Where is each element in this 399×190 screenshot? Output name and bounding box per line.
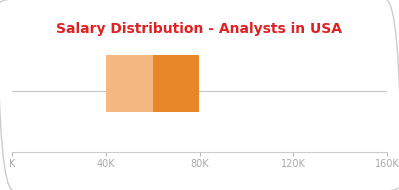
- Bar: [106, 55, 152, 112]
- Bar: [152, 55, 200, 112]
- Title: Salary Distribution - Analysts in USA: Salary Distribution - Analysts in USA: [57, 22, 342, 36]
